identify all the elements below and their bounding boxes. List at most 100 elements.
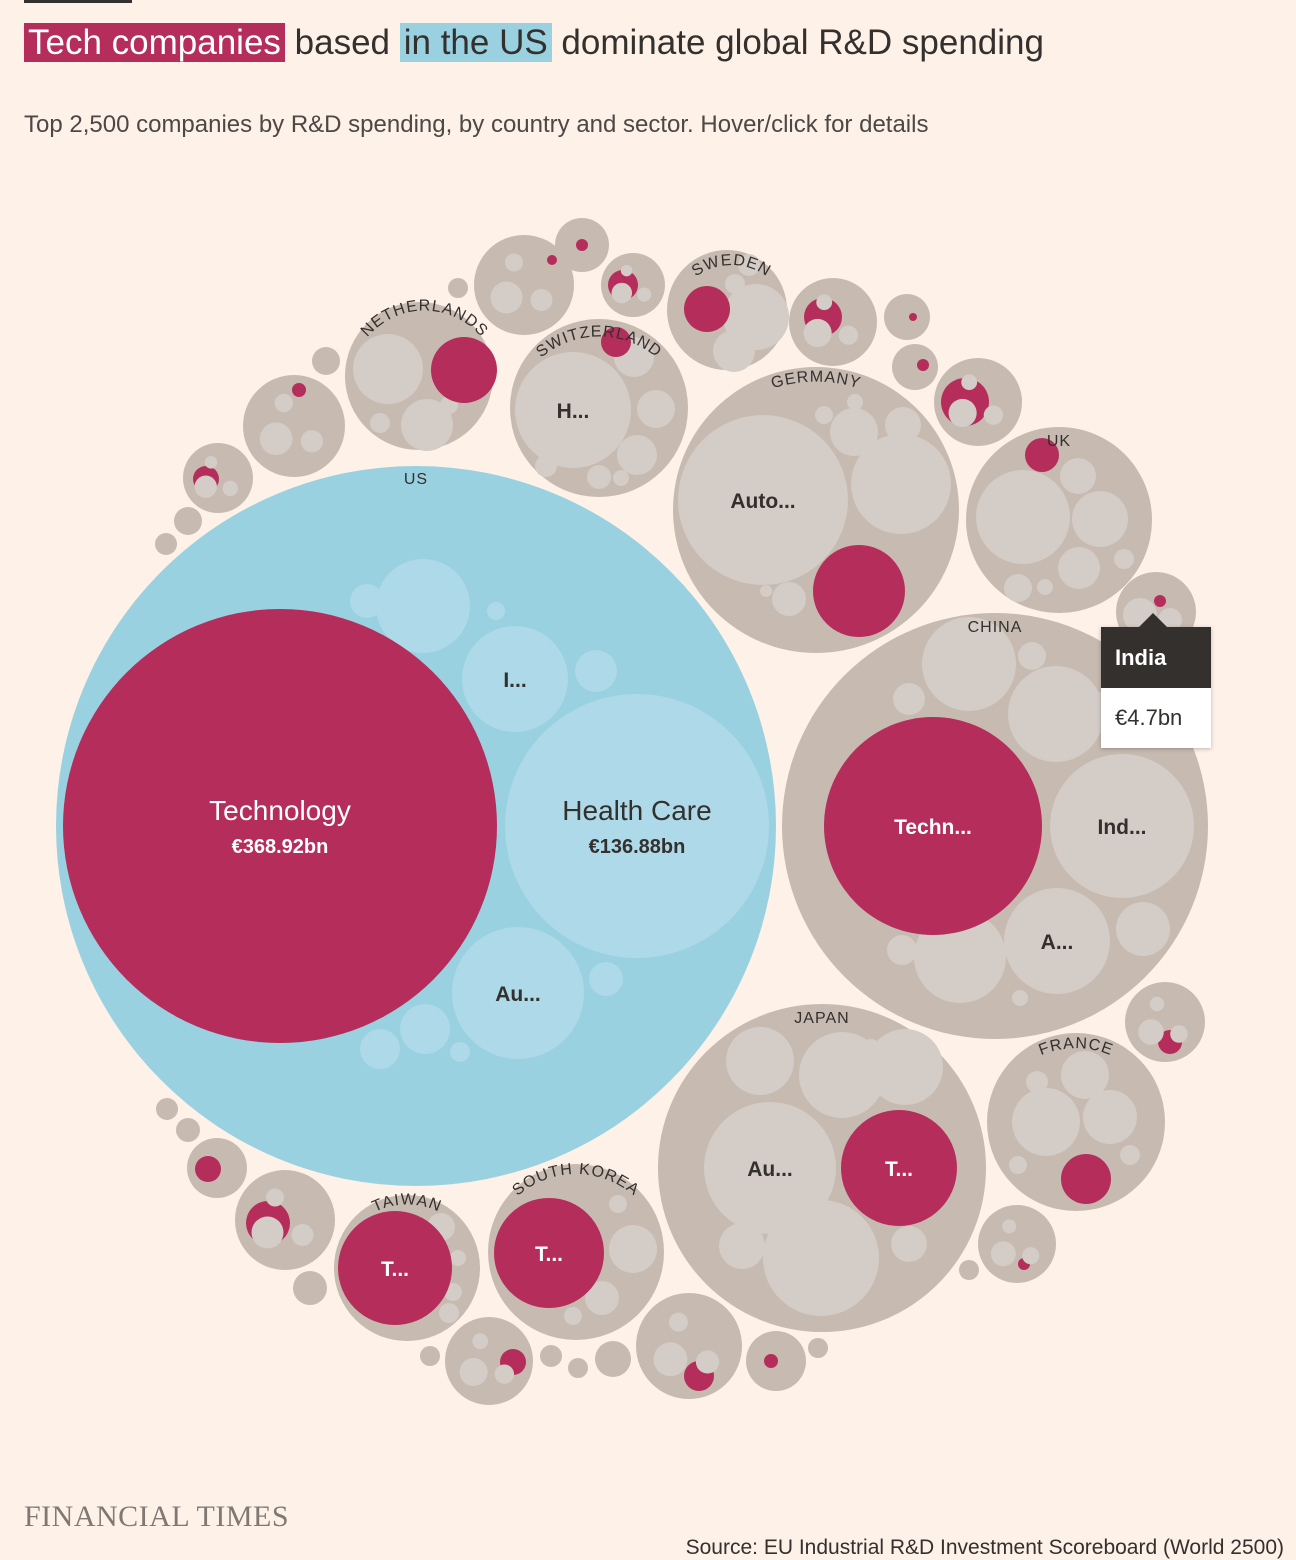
- sector-bubble[interactable]: [353, 334, 423, 404]
- sector-bubble[interactable]: [1116, 902, 1170, 956]
- technology-sector-bubble[interactable]: [764, 1354, 778, 1368]
- sector-bubble[interactable]: [609, 1225, 657, 1273]
- sector-bubble[interactable]: [370, 413, 390, 433]
- china-industrials-bubble[interactable]: [1050, 754, 1194, 898]
- sector-bubble[interactable]: [838, 325, 859, 345]
- sector-bubble[interactable]: [274, 393, 293, 413]
- country-bubble-other[interactable]: [595, 1341, 631, 1377]
- sector-bubble[interactable]: [1037, 579, 1053, 595]
- sector-bubble[interactable]: [300, 430, 324, 453]
- sector-bubble[interactable]: [851, 434, 951, 534]
- sector-bubble[interactable]: [1083, 1090, 1137, 1144]
- sector-bubble[interactable]: [251, 1216, 284, 1249]
- sector-bubble[interactable]: [1114, 549, 1134, 569]
- japan-automobiles-bubble[interactable]: [704, 1102, 836, 1234]
- sector-bubble[interactable]: [1022, 1247, 1040, 1265]
- sector-bubble[interactable]: [1026, 1071, 1048, 1093]
- sector-bubble[interactable]: [1058, 547, 1100, 589]
- sector-bubble[interactable]: [291, 1224, 314, 1246]
- us-automobiles-bubble[interactable]: [452, 927, 584, 1059]
- sector-bubble[interactable]: [459, 1357, 488, 1387]
- country-bubble-other[interactable]: [808, 1338, 828, 1358]
- sector-bubble[interactable]: [620, 264, 633, 277]
- uk-technology-bubble[interactable]: [1025, 438, 1059, 472]
- france-technology-bubble[interactable]: [1061, 1154, 1111, 1204]
- sector-bubble[interactable]: [1120, 1145, 1140, 1165]
- sector-bubble[interactable]: [772, 582, 806, 616]
- country-bubble-other[interactable]: [176, 1118, 200, 1142]
- technology-sector-bubble[interactable]: [909, 313, 917, 321]
- sector-bubble[interactable]: [1061, 1051, 1109, 1099]
- country-bubble-other[interactable]: [892, 344, 938, 390]
- netherlands-technology-bubble[interactable]: [431, 337, 497, 403]
- sector-bubble[interactable]: [815, 406, 833, 424]
- sector-bubble[interactable]: [725, 274, 745, 294]
- technology-sector-bubble[interactable]: [547, 255, 557, 265]
- sector-bubble[interactable]: [494, 1364, 515, 1384]
- sector-bubble[interactable]: [259, 422, 293, 456]
- sector-bubble[interactable]: [887, 935, 917, 965]
- india-technology-bubble[interactable]: [1154, 595, 1166, 607]
- country-bubble-other[interactable]: [156, 1098, 178, 1120]
- sector-bubble[interactable]: [653, 1342, 688, 1377]
- sector-bubble[interactable]: [668, 1312, 688, 1332]
- sector-bubble[interactable]: [589, 962, 623, 996]
- sector-bubble[interactable]: [726, 1027, 794, 1095]
- japan-technology-bubble[interactable]: [841, 1110, 957, 1226]
- sector-bubble[interactable]: [976, 470, 1070, 564]
- sector-bubble[interactable]: [922, 617, 1016, 711]
- sector-bubble[interactable]: [885, 407, 921, 443]
- us-health-care-bubble[interactable]: [505, 694, 769, 958]
- sector-bubble[interactable]: [587, 465, 611, 489]
- sector-bubble[interactable]: [695, 1350, 720, 1374]
- sector-bubble[interactable]: [738, 254, 760, 276]
- sector-bubble[interactable]: [1138, 1019, 1164, 1045]
- sector-bubble[interactable]: [830, 408, 878, 456]
- sector-bubble[interactable]: [891, 1226, 927, 1262]
- sector-bubble[interactable]: [1060, 458, 1096, 494]
- sector-bubble[interactable]: [204, 455, 218, 469]
- sector-bubble[interactable]: [490, 281, 523, 314]
- south-korea-technology-bubble[interactable]: [494, 1198, 604, 1308]
- sector-bubble[interactable]: [613, 470, 629, 486]
- sector-bubble[interactable]: [816, 294, 833, 311]
- sector-bubble[interactable]: [617, 435, 657, 475]
- sector-bubble[interactable]: [530, 289, 553, 311]
- sector-bubble[interactable]: [609, 1195, 627, 1213]
- sector-bubble[interactable]: [799, 1032, 885, 1118]
- sector-bubble[interactable]: [350, 584, 384, 618]
- sector-bubble[interactable]: [266, 1188, 284, 1207]
- sector-bubble[interactable]: [376, 559, 470, 653]
- sweden-technology-bubble[interactable]: [684, 286, 730, 332]
- sector-bubble[interactable]: [472, 1333, 489, 1350]
- country-bubble-other[interactable]: [448, 278, 468, 298]
- switzerland-technology-bubble[interactable]: [601, 327, 631, 357]
- sector-bubble[interactable]: [360, 1029, 400, 1069]
- country-bubble-other[interactable]: [978, 1205, 1056, 1283]
- sector-bubble[interactable]: [983, 405, 1004, 425]
- sector-bubble[interactable]: [961, 374, 978, 391]
- sector-bubble[interactable]: [564, 1307, 582, 1325]
- sector-bubble[interactable]: [401, 399, 453, 451]
- us-technology-bubble[interactable]: [63, 609, 497, 1043]
- sector-bubble[interactable]: [1002, 1219, 1017, 1234]
- country-bubble-other[interactable]: [155, 533, 177, 555]
- technology-sector-bubble[interactable]: [917, 359, 929, 371]
- sector-bubble[interactable]: [487, 602, 505, 620]
- china-automobiles-bubble[interactable]: [1004, 888, 1110, 994]
- sector-bubble[interactable]: [1018, 642, 1046, 670]
- sector-bubble[interactable]: [400, 1004, 450, 1054]
- sector-bubble[interactable]: [1072, 491, 1128, 547]
- sector-bubble[interactable]: [1009, 1156, 1027, 1174]
- sector-bubble[interactable]: [990, 1241, 1016, 1267]
- germany-automobiles-bubble[interactable]: [678, 415, 848, 585]
- country-bubble-other[interactable]: [293, 1271, 327, 1305]
- sector-bubble[interactable]: [867, 1029, 943, 1105]
- sector-bubble[interactable]: [760, 585, 772, 597]
- taiwan-technology-bubble[interactable]: [338, 1211, 452, 1325]
- sector-bubble[interactable]: [450, 1250, 466, 1266]
- technology-sector-bubble[interactable]: [292, 383, 306, 397]
- sector-bubble[interactable]: [505, 253, 523, 272]
- sector-bubble[interactable]: [847, 394, 863, 410]
